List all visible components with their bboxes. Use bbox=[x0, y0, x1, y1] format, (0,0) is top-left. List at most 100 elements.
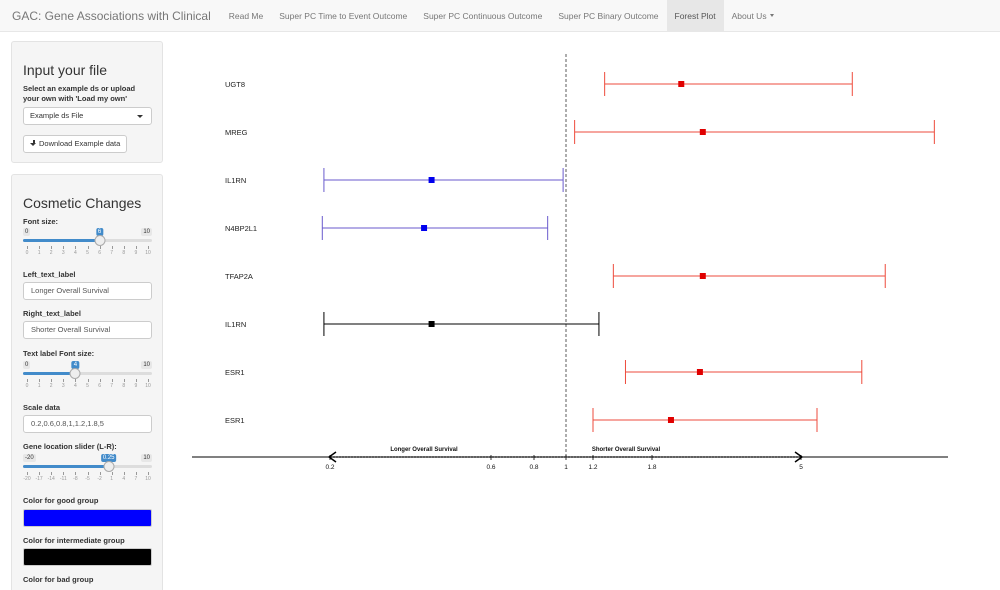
slider-track bbox=[23, 372, 152, 375]
slider-tick-label: 8 bbox=[122, 250, 126, 256]
tab-super-pc-time-to-event-outcome[interactable]: Super PC Time to Event Outcome bbox=[271, 0, 415, 31]
slider-tick bbox=[135, 472, 137, 475]
dataset-select[interactable]: Example ds File bbox=[23, 107, 152, 125]
text-label-font-size-label: Text label Font size: bbox=[23, 349, 95, 358]
slider-handle[interactable] bbox=[69, 368, 81, 379]
gene-label: IL1RN bbox=[225, 176, 246, 185]
estimate-marker bbox=[428, 321, 435, 327]
gene-label: MREG bbox=[225, 128, 248, 137]
dataset-instructions: Select an example ds or upload your own … bbox=[23, 84, 136, 103]
tab-about-us[interactable]: About Us bbox=[724, 0, 782, 31]
slider-min-label: 0 bbox=[23, 361, 31, 369]
gene-label: UGT8 bbox=[225, 80, 245, 89]
tab-super-pc-binary-outcome[interactable]: Super PC Binary Outcome bbox=[550, 0, 666, 31]
slider-tick-label: 6 bbox=[98, 250, 101, 256]
tab-label: Super PC Binary Outcome bbox=[558, 10, 659, 21]
slider-tick bbox=[148, 246, 149, 249]
slider-tick-label: 5 bbox=[86, 383, 89, 389]
app-brand[interactable]: GAC: Gene Associations with Clinical bbox=[12, 8, 211, 23]
slider-tick bbox=[75, 246, 77, 249]
slider-tick bbox=[27, 379, 28, 382]
slider-tick bbox=[75, 472, 77, 475]
slider-tick-label: 10 bbox=[145, 250, 151, 256]
estimate-marker bbox=[428, 177, 435, 183]
slider-tick bbox=[135, 246, 137, 249]
slider-tick bbox=[99, 246, 101, 249]
gene-location-slider[interactable]: -20 10 0.25 -20 -17 -14 -11 -8 -5 -2 1 4 7 10 bbox=[23, 454, 152, 488]
x-axis-tick-label: 0.6 bbox=[486, 464, 495, 471]
left-text-label-input[interactable]: Longer Overall Survival bbox=[23, 282, 152, 300]
scale-data-input[interactable]: 0.2,0.6,0.8,1,1.2,1.8,5 bbox=[23, 415, 152, 433]
slider-tick bbox=[39, 379, 41, 382]
estimate-marker bbox=[699, 129, 706, 135]
right-arrow-icon bbox=[794, 451, 804, 463]
slider-max-label: 10 bbox=[141, 361, 152, 369]
font-size-label: Font size: bbox=[23, 217, 58, 226]
slider-tick bbox=[111, 246, 113, 249]
cosmetic-panel-title: Cosmetic Changes bbox=[23, 195, 142, 211]
estimate-marker bbox=[421, 225, 428, 231]
x-axis-tick-label: 1.8 bbox=[647, 464, 656, 471]
tab-label: Forest Plot bbox=[674, 10, 716, 21]
tab-label: Super PC Continuous Outcome bbox=[423, 10, 543, 21]
slider-tick bbox=[99, 379, 101, 382]
estimate-marker bbox=[678, 81, 685, 87]
slider-tick bbox=[63, 472, 65, 475]
right-text-label-label: Right_text_label bbox=[23, 309, 81, 318]
tab-super-pc-continuous-outcome[interactable]: Super PC Continuous Outcome bbox=[415, 0, 550, 31]
right-direction-label: Shorter Overall Survival bbox=[592, 447, 661, 453]
download-example-button[interactable]: Download Example data bbox=[23, 135, 128, 153]
slider-tick-label: 1 bbox=[110, 476, 114, 482]
slider-tick bbox=[99, 472, 101, 475]
slider-max-label: 10 bbox=[141, 228, 152, 236]
tab-read-me[interactable]: Read Me bbox=[221, 0, 272, 31]
slider-tick-label: 9 bbox=[134, 383, 138, 389]
chevron-down-icon bbox=[769, 14, 774, 17]
dataset-select-value: Example ds File bbox=[30, 111, 84, 120]
font-size-slider[interactable]: 0 10 6 0 1 2 3 4 5 6 7 8 9 10 bbox=[23, 228, 152, 262]
slider-tick-labels: -20 -17 -14 -11 -8 -5 -2 1 4 7 10 bbox=[23, 476, 152, 483]
slider-handle[interactable] bbox=[94, 235, 106, 246]
slider-max-label: 10 bbox=[141, 454, 152, 462]
chevron-down-icon bbox=[137, 115, 143, 118]
slider-tick-label: 10 bbox=[145, 476, 151, 482]
slider-tick-label: 4 bbox=[74, 250, 77, 256]
input-panel-title: Input your file bbox=[23, 62, 108, 78]
slider-tick-label: 6 bbox=[98, 383, 101, 389]
x-axis-tick-label: 0.8 bbox=[529, 464, 538, 471]
slider-tick-label: 8 bbox=[122, 383, 126, 389]
estimate-marker bbox=[699, 273, 706, 279]
gene-label: ESR1 bbox=[225, 368, 245, 377]
tab-forest-plot[interactable]: Forest Plot bbox=[666, 0, 724, 31]
forest-plot: UGT8 MREG IL1RN N4BP2L1 TFAP2A IL1RN ESR1 ESR1 L… bbox=[192, 54, 948, 471]
slider-tick-label: -11 bbox=[59, 476, 67, 482]
x-axis-tick-label: 1.2 bbox=[588, 464, 597, 471]
slider-min-label: -20 bbox=[23, 454, 36, 462]
gene-location-label: Gene location slider (L-R): bbox=[23, 442, 117, 451]
bad-color-label: Color for bad group bbox=[23, 575, 94, 584]
slider-tick bbox=[135, 379, 137, 382]
good-color-picker[interactable] bbox=[23, 509, 152, 527]
slider-tick-label: -8 bbox=[73, 476, 78, 482]
slider-tick bbox=[148, 379, 149, 382]
slider-tick-label: 0 bbox=[25, 250, 29, 256]
slider-tick bbox=[111, 379, 113, 382]
right-text-label-input[interactable]: Shorter Overall Survival bbox=[23, 321, 152, 339]
slider-tick bbox=[27, 246, 28, 249]
x-axis-tick-label: 0.2 bbox=[325, 464, 334, 471]
intermediate-color-picker[interactable] bbox=[23, 548, 152, 566]
slider-tick-label: 2 bbox=[49, 250, 53, 256]
slider-handle[interactable] bbox=[103, 461, 115, 472]
slider-tick bbox=[111, 472, 113, 475]
slider-tick bbox=[123, 246, 125, 249]
slider-tick-label: 2 bbox=[49, 383, 53, 389]
text-label-font-size-slider[interactable]: 0 10 4 0 1 2 3 4 5 6 7 8 9 10 bbox=[23, 361, 152, 395]
slider-tick-label: 3 bbox=[61, 383, 65, 389]
x-axis-tick-label: 1 bbox=[564, 464, 568, 471]
left-arrow-icon bbox=[327, 451, 337, 463]
slider-tick-label: -14 bbox=[47, 476, 55, 482]
good-color-label: Color for good group bbox=[23, 496, 99, 505]
slider-min-label: 0 bbox=[23, 228, 31, 236]
download-icon bbox=[30, 140, 37, 147]
cosmetic-panel: Cosmetic Changes Font size: 0 10 6 0 1 2 3 4 5 6 7… bbox=[11, 174, 163, 590]
